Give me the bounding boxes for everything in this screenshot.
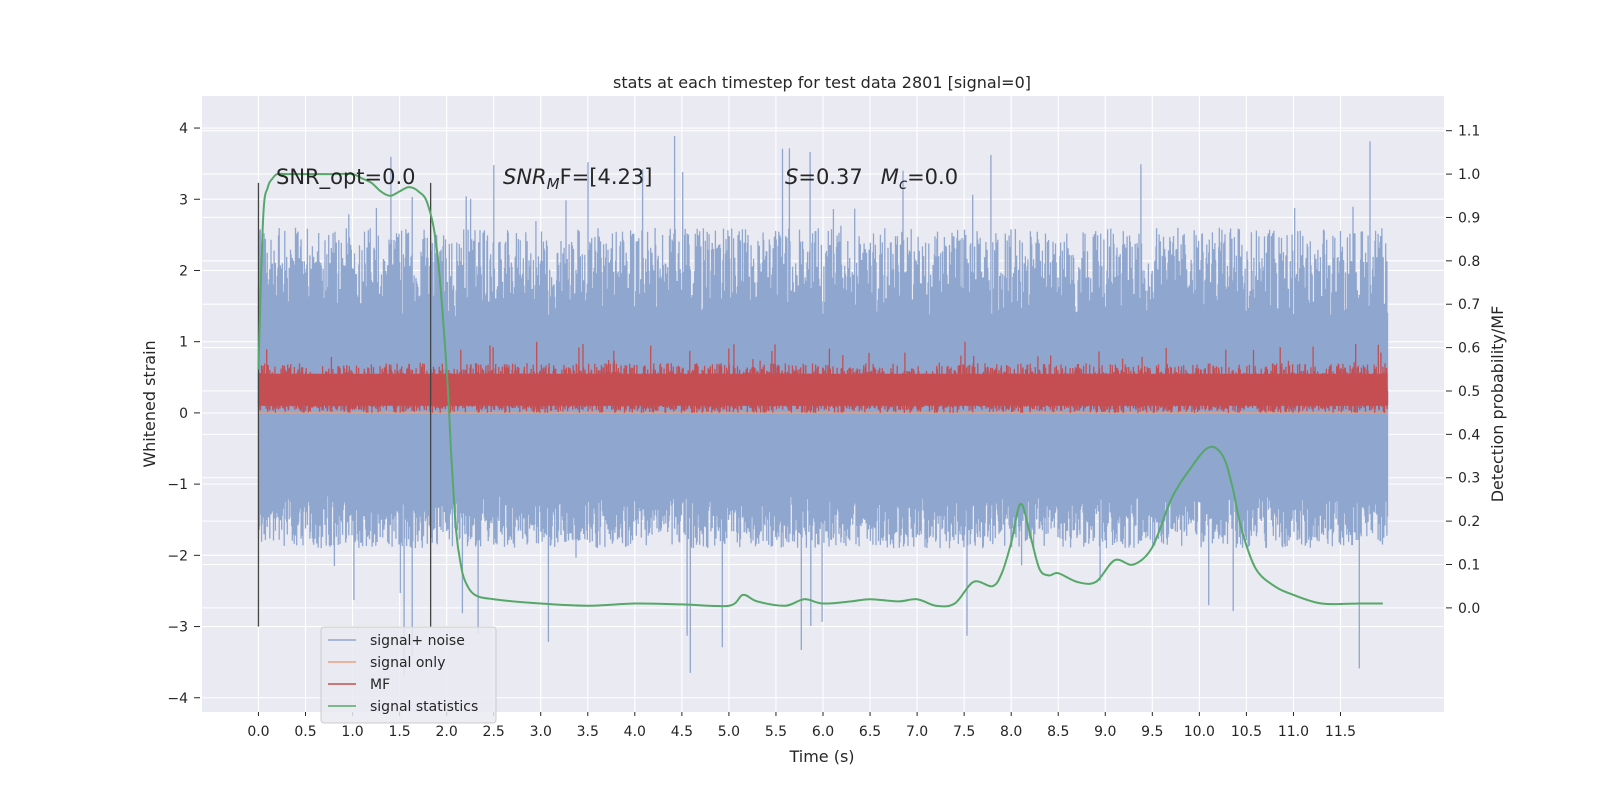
annotation-snr-mf: SNRMF=[4.23]	[503, 165, 652, 193]
y2-tick-label: 0.3	[1458, 471, 1480, 487]
y2-tick-label: 0.0	[1458, 601, 1480, 617]
x-tick-label: 5.0	[718, 724, 740, 740]
y-tick-label: 4	[179, 121, 188, 137]
x-tick-label: 11.5	[1325, 724, 1356, 740]
y-axis-title: Whitened strain	[140, 340, 159, 467]
annotation-snr-mf-suffix: F=[4.23]	[560, 165, 653, 189]
x-tick-label: 6.5	[859, 724, 881, 740]
y2-tick-label: 0.8	[1458, 254, 1480, 270]
x-tick-label: 9.0	[1094, 724, 1116, 740]
annotation-mc-sub: c	[899, 175, 908, 193]
y2-tick-label: 0.2	[1458, 514, 1480, 530]
chart-title: stats at each timestep for test data 280…	[613, 73, 1031, 92]
x-tick-label: 5.5	[765, 724, 787, 740]
legend-label-signal-statistics: signal statistics	[370, 699, 478, 715]
x-tick-label: 0.5	[294, 724, 316, 740]
annotation-mc-label: M	[881, 165, 899, 189]
annotation-snr-mf-sub: M	[547, 175, 560, 193]
x-tick-label: 9.5	[1141, 724, 1163, 740]
x-tick-label: 3.0	[530, 724, 552, 740]
y-tick-label: −2	[167, 548, 188, 564]
y2-tick-label: 0.7	[1458, 297, 1480, 313]
x-tick-label: 10.0	[1184, 724, 1215, 740]
annotation-mc-value: =0.0	[907, 165, 958, 189]
legend-box	[320, 626, 497, 724]
ticks: 0.0 0.5 1.0 1.5 2.0 2.5 3.0 3.5 4.0 4.5 5.0 5.5 6.0 6…	[167, 121, 1480, 740]
series-layer	[257, 136, 1389, 676]
x-tick-label: 2.0	[436, 724, 458, 740]
y-tick-label: 1	[179, 335, 188, 351]
x-tick-label: 8.0	[1000, 724, 1022, 740]
annotation-snr-opt: SNR_opt=0.0	[276, 165, 416, 190]
x-tick-label: 11.0	[1278, 724, 1309, 740]
x-tick-label: 8.5	[1047, 724, 1069, 740]
annotation-snr-mf-label: SNR	[503, 165, 547, 189]
y-tick-label: −4	[167, 691, 188, 707]
annotation-s-mc: S=0.37 Mc=0.0	[785, 165, 958, 193]
series-signal-statistics	[257, 172, 1383, 608]
y2-tick-label: 0.9	[1458, 210, 1480, 226]
x-tick-label: 2.5	[483, 724, 505, 740]
legend-label-signal-noise: signal+ noise	[370, 633, 465, 649]
x-tick-label: 1.5	[388, 724, 410, 740]
y2-axis-title: Detection probability/MF	[1488, 306, 1507, 503]
legend-label-mf: MF	[370, 677, 390, 693]
y-tick-label: 2	[179, 263, 188, 279]
x-tick-label: 3.5	[577, 724, 599, 740]
y2-tick-label: 1.0	[1458, 167, 1480, 183]
annotation-s-value: =0.37	[798, 165, 862, 189]
x-tick-label: 6.0	[812, 724, 834, 740]
x-tick-label: 4.5	[671, 724, 693, 740]
annotation-s-label: S	[785, 165, 798, 189]
x-tick-label: 4.0	[624, 724, 646, 740]
y-tick-label: −3	[167, 620, 188, 636]
y2-tick-label: 0.1	[1458, 558, 1480, 574]
y-tick-label: 0	[179, 406, 188, 422]
legend: signal+ noise signal only MF signal stat…	[320, 626, 497, 724]
legend-label-signal-only: signal only	[370, 655, 445, 671]
x-tick-label: 10.5	[1231, 724, 1262, 740]
x-tick-label: 0.0	[247, 724, 269, 740]
x-tick-label: 1.0	[341, 724, 363, 740]
x-tick-label: 7.0	[906, 724, 928, 740]
y-tick-label: 3	[179, 192, 188, 208]
y2-tick-label: 1.1	[1458, 124, 1480, 140]
y2-tick-label: 0.5	[1458, 384, 1480, 400]
x-axis-title: Time (s)	[788, 747, 854, 766]
y2-tick-label: 0.4	[1458, 427, 1480, 443]
y2-tick-label: 0.6	[1458, 341, 1480, 357]
y-tick-label: −1	[167, 477, 188, 493]
x-tick-label: 7.5	[953, 724, 975, 740]
